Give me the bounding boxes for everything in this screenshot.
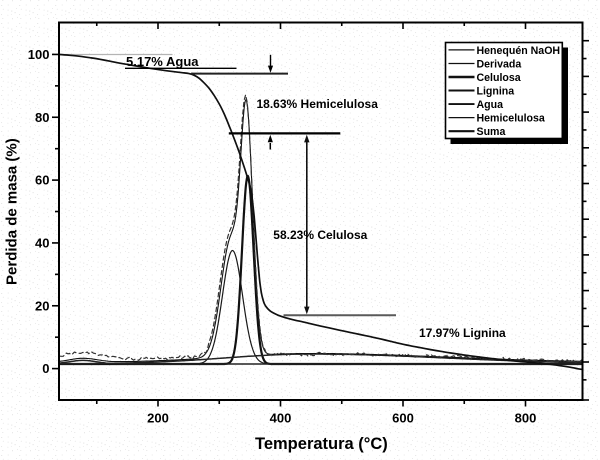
svg-text:58.23% Celulosa: 58.23% Celulosa xyxy=(273,228,367,242)
svg-text:100: 100 xyxy=(28,47,50,62)
svg-text:5.17% Agua: 5.17% Agua xyxy=(126,54,199,69)
svg-text:Temperatura (°C): Temperatura (°C) xyxy=(255,435,388,453)
svg-text:Agua: Agua xyxy=(477,99,504,111)
svg-text:60: 60 xyxy=(35,173,49,188)
svg-text:20: 20 xyxy=(35,298,49,313)
svg-text:17.97% Lignina: 17.97% Lignina xyxy=(419,326,506,340)
svg-text:80: 80 xyxy=(35,110,49,125)
svg-text:Perdida de masa (%): Perdida de masa (%) xyxy=(4,138,21,285)
svg-text:200: 200 xyxy=(147,411,169,426)
svg-text:Hemicelulosa: Hemicelulosa xyxy=(477,113,545,125)
svg-text:Henequén NaOH: Henequén NaOH xyxy=(477,45,561,57)
svg-text:18.63% Hemicelulosa: 18.63% Hemicelulosa xyxy=(257,97,379,111)
svg-text:800: 800 xyxy=(515,411,537,426)
svg-text:40: 40 xyxy=(35,236,49,251)
svg-text:0: 0 xyxy=(42,361,49,376)
svg-text:600: 600 xyxy=(392,411,414,426)
svg-text:Celulosa: Celulosa xyxy=(477,72,521,84)
svg-text:Suma: Suma xyxy=(477,126,506,138)
svg-text:Lignina: Lignina xyxy=(477,86,515,98)
svg-text:400: 400 xyxy=(270,411,292,426)
svg-text:Derivada: Derivada xyxy=(477,58,522,70)
